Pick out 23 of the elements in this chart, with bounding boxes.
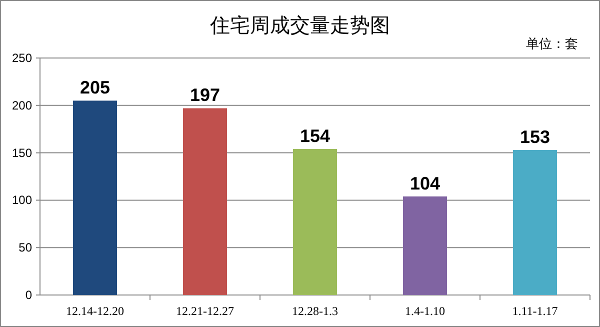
bar (293, 149, 337, 295)
bar (403, 196, 447, 295)
data-label: 154 (300, 126, 330, 146)
chart-title: 住宅周成交量走势图 (209, 14, 390, 37)
x-tick-label: 12.28-1.3 (292, 304, 338, 318)
y-tick-label: 250 (12, 51, 32, 65)
data-label: 153 (520, 126, 550, 147)
bar (73, 100, 117, 295)
bar (513, 150, 557, 295)
y-tick-label: 50 (18, 240, 32, 255)
text: 单位：套 (526, 36, 578, 51)
x-tick-label: 12.21-12.27 (176, 304, 234, 318)
y-tick-label: 100 (12, 193, 32, 208)
data-label: 104 (410, 173, 440, 194)
x-tick-label: 1.11-1.17 (512, 304, 558, 318)
y-tick-label: 0 (25, 288, 32, 302)
x-tick-label: 12.14-12.20 (66, 304, 124, 318)
y-tick-label: 150 (12, 146, 32, 160)
bar (183, 108, 227, 295)
y-tick-label: 200 (12, 98, 32, 112)
data-label: 205 (80, 78, 110, 98)
x-tick-label: 1.4-1.10 (405, 304, 445, 318)
data-label: 197 (190, 85, 220, 106)
